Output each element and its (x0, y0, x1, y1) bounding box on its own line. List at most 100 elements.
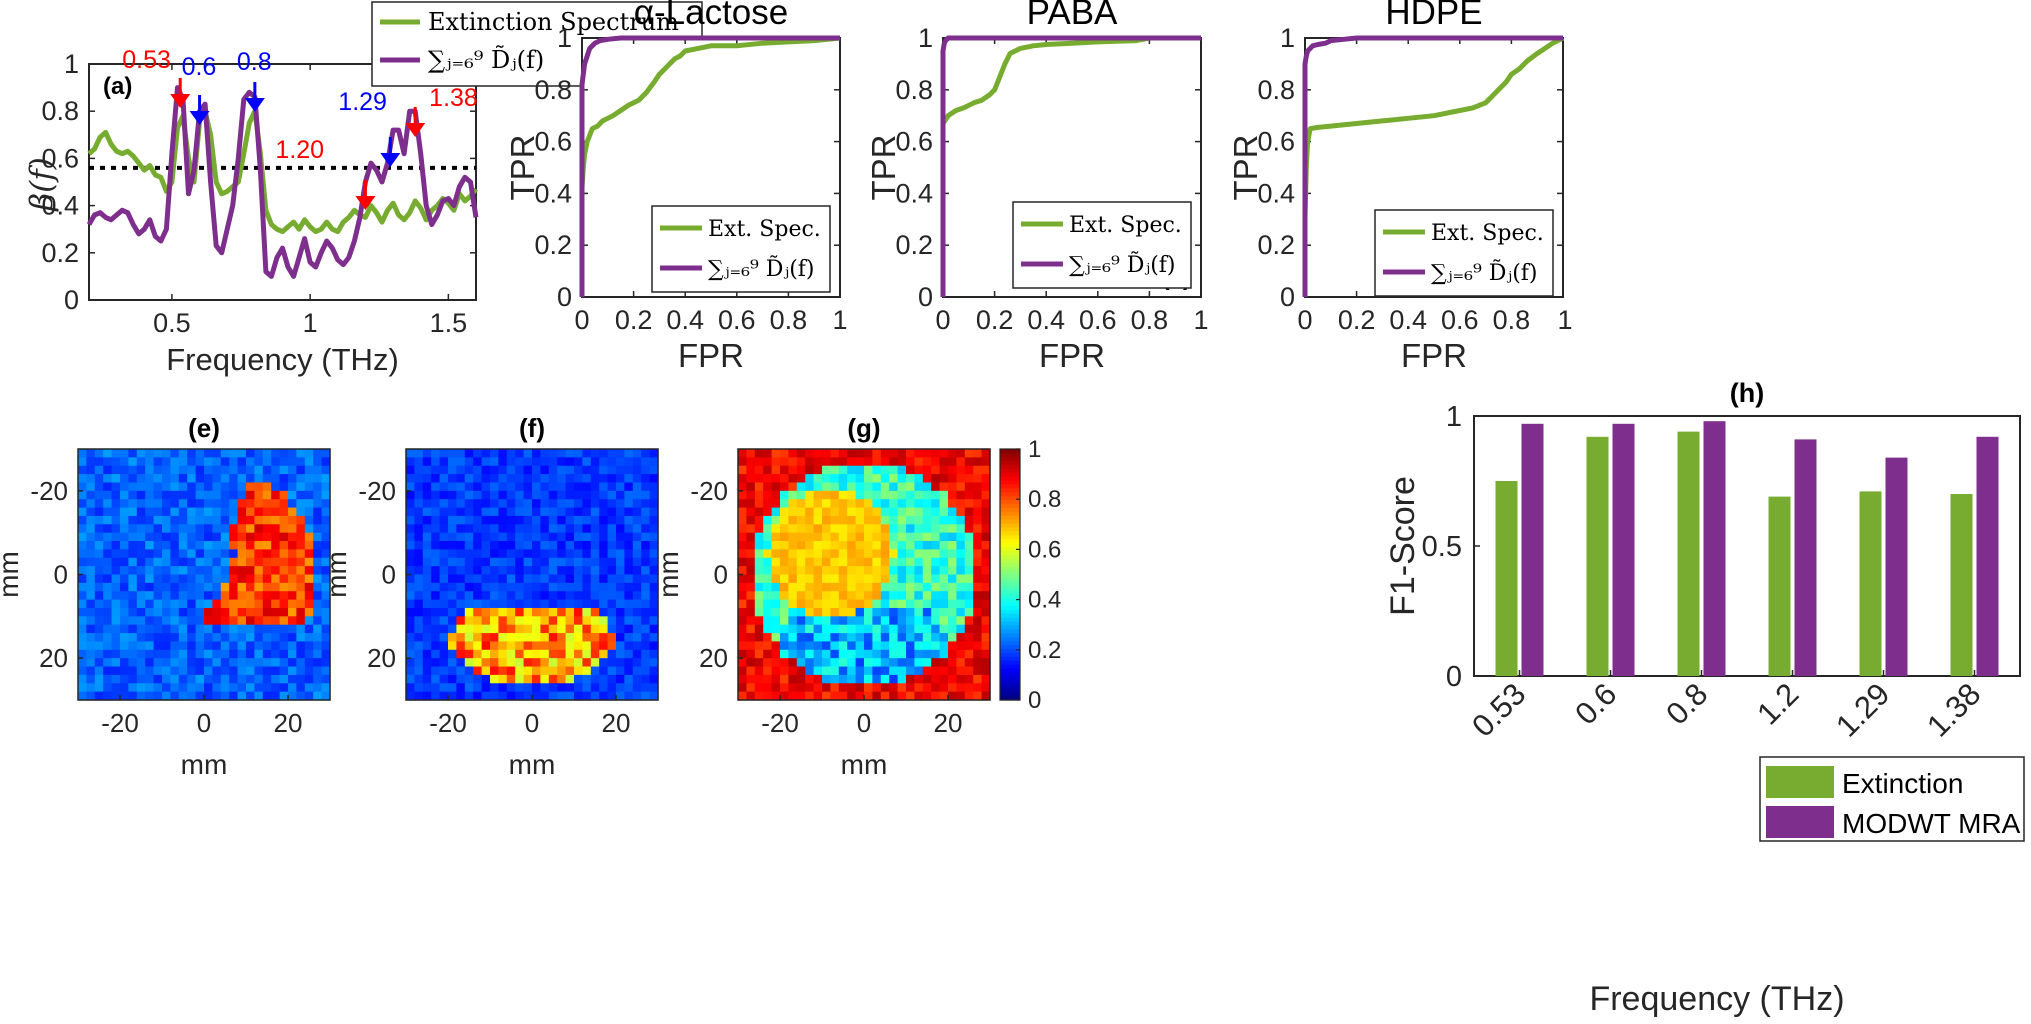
y-axis-label: mm (321, 551, 352, 598)
heatmap-cell (557, 482, 567, 492)
heatmap-cell (136, 557, 146, 567)
heatmap-cell (498, 474, 508, 484)
heatmap-cell (855, 549, 865, 559)
heatmap-cell (813, 499, 823, 509)
heatmap-cell (574, 474, 583, 484)
heatmap-cell (515, 674, 525, 684)
heatmap-cell (855, 641, 865, 651)
heatmap-cell (279, 683, 289, 693)
heatmap-cell (746, 641, 756, 651)
heatmap-cell (931, 457, 941, 467)
heatmap-cell (254, 449, 264, 458)
heatmap-cell (548, 658, 558, 668)
heatmap-cell (212, 524, 222, 534)
heatmap-cell (406, 499, 415, 509)
heatmap-cell (830, 482, 840, 492)
heatmap-cell (490, 574, 499, 584)
heatmap-cell (599, 465, 609, 475)
heatmap-cell (813, 683, 823, 693)
heatmap-cell (204, 674, 213, 684)
heatmap-cell (864, 658, 873, 668)
heatmap-cell (414, 490, 424, 500)
heatmap-cell (872, 633, 882, 643)
heatmap-cell (607, 624, 617, 634)
heatmap-cell (805, 449, 815, 458)
heatmap-cell (103, 457, 113, 467)
heatmap-cell (649, 633, 659, 643)
heatmap-cell (195, 616, 205, 626)
heatmap-cell (78, 616, 87, 626)
heatmap-cell (616, 490, 625, 500)
heatmap-cell (822, 557, 831, 567)
heatmap-cell (847, 582, 857, 592)
heatmap-cell (170, 574, 180, 584)
heatmap-cell (830, 490, 840, 500)
heatmap-cell (838, 449, 848, 458)
heatmap-cell (738, 624, 747, 634)
heatmap-cell (738, 649, 747, 659)
heatmap-cell (540, 524, 550, 534)
heatmap-cell (557, 633, 567, 643)
heatmap-cell (574, 574, 583, 584)
heatmap-cell (229, 474, 239, 484)
heatmap-cell (948, 674, 957, 684)
heatmap-cell (632, 532, 642, 542)
heatmap-cell (981, 616, 991, 626)
heatmap-cell (855, 449, 865, 458)
heatmap-cell (796, 507, 806, 517)
heatmap-cell (548, 616, 558, 626)
heatmap-cell (422, 599, 432, 609)
heatmap-cell (738, 674, 747, 684)
heatmap-cell (880, 507, 890, 517)
heatmap-cell (473, 482, 483, 492)
heatmap-cell (574, 515, 583, 525)
heatmap-cell (481, 574, 491, 584)
heatmap-cell (523, 599, 533, 609)
heatmap-cell (422, 674, 432, 684)
heatmap-cell (498, 507, 508, 517)
heatmap-cell (582, 633, 592, 643)
heatmap-cell (889, 465, 899, 475)
heatmap-cell (780, 557, 789, 567)
heatmap-cell (855, 691, 865, 701)
heatmap-cell (103, 624, 113, 634)
heatmap-cell (313, 658, 323, 668)
heatmap-cell (254, 541, 264, 550)
heatmap-cell (464, 683, 474, 693)
heatmap-cell (304, 490, 314, 500)
heatmap-cell (830, 658, 840, 668)
heatmap-cell (212, 599, 222, 609)
heatmap-cell (439, 566, 449, 576)
heatmap-cell (439, 683, 449, 693)
heatmap-cell (956, 591, 966, 601)
heatmap-cell (187, 541, 197, 550)
heatmap-cell (822, 524, 831, 534)
heatmap-cell (128, 649, 138, 659)
heatmap-cell (796, 574, 806, 584)
heatmap-cell (220, 566, 230, 576)
heatmap-cell (889, 674, 899, 684)
heatmap-cell (532, 499, 541, 509)
heatmap-cell (473, 557, 483, 567)
heatmap-cell (229, 507, 239, 517)
heatmap-cell (872, 683, 882, 693)
heatmap-cell (956, 541, 966, 550)
heatmap-cell (574, 557, 583, 567)
heatmap-cell (897, 666, 907, 676)
heatmap-cell (128, 482, 138, 492)
heatmap-cell (746, 624, 756, 634)
heatmap-cell (279, 674, 289, 684)
heatmap-cell (532, 591, 541, 601)
heatmap-cell (204, 591, 213, 601)
heatmap-cell (204, 532, 213, 542)
heatmap-cell (607, 574, 617, 584)
heatmap-cell (590, 541, 600, 550)
heatmap-cell (288, 574, 297, 584)
heatmap-cell (582, 449, 592, 458)
heatmap-cell (641, 641, 651, 651)
heatmap-cell (506, 541, 516, 550)
heatmap-cell (641, 566, 651, 576)
heatmap-cell (574, 674, 583, 684)
heatmap-cell (805, 541, 815, 550)
heatmap-cell (422, 566, 432, 576)
